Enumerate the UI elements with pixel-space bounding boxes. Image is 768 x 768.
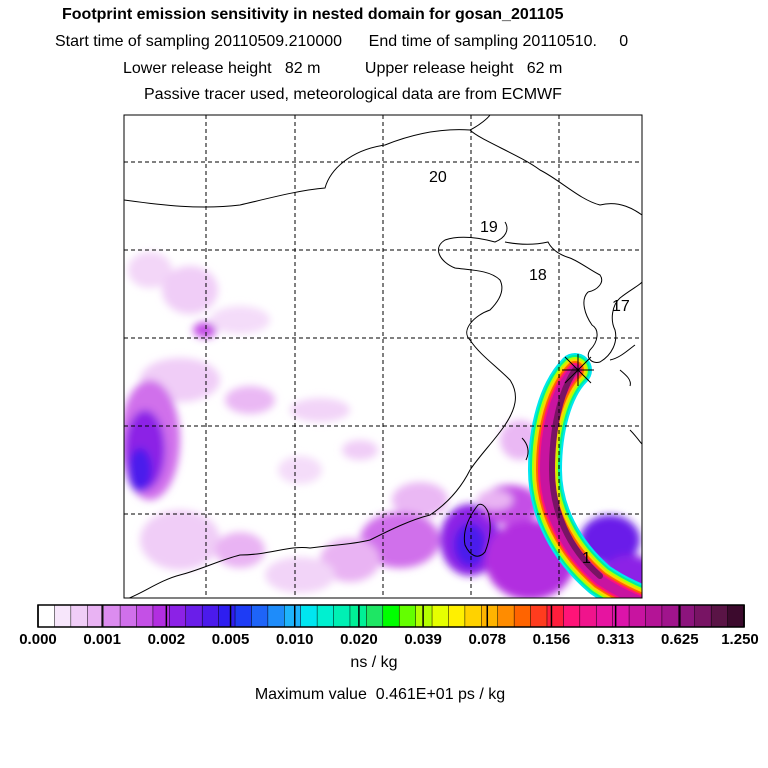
colorbar-swatch <box>694 604 712 628</box>
colorbar-swatch <box>267 604 286 628</box>
map-field <box>124 252 642 598</box>
colorbar-swatch <box>727 604 745 628</box>
colorbar-swatch <box>661 604 680 628</box>
map-frame <box>123 114 643 599</box>
x-cross-icon <box>562 354 594 386</box>
colorbar-swatch <box>316 604 335 628</box>
sampling-time-line: Start time of sampling 20110509.210000 E… <box>55 33 629 50</box>
colorbar-swatch <box>431 604 450 628</box>
colorbar-swatch <box>201 604 220 628</box>
colorbar-tick-label: 0.005 <box>212 631 250 648</box>
coastlines <box>124 115 642 598</box>
day-label: 1 <box>582 550 591 567</box>
colorbar-swatch <box>497 604 515 628</box>
colorbar-tick-label: 0.000 <box>19 631 57 648</box>
colorbar-tick-label: 0.002 <box>148 631 186 648</box>
colorbar-swatch <box>710 604 729 628</box>
colorbar-ticks: 0.000 0.001 0.002 0.005 0.010 0.020 0.039 0.078… <box>19 605 759 648</box>
colorbar-unit: ns / kg <box>350 654 398 671</box>
colorbar-swatch <box>628 604 647 628</box>
colorbar-swatch <box>37 604 56 628</box>
colorbar-swatch <box>70 604 89 628</box>
colorbar-swatch <box>103 604 121 628</box>
colorbar-swatch <box>185 604 203 628</box>
colorbar-swatch <box>645 604 663 628</box>
colorbar-swatch <box>366 604 384 628</box>
colorbar-tick-label: 0.001 <box>83 631 121 648</box>
colorbar-swatch <box>563 604 581 628</box>
day-label: 17 <box>612 298 630 315</box>
colorbar-swatch <box>54 604 72 628</box>
colorbar-tick-label: 0.313 <box>597 631 635 648</box>
colorbar-swatch <box>513 604 532 628</box>
colorbar-tick-label: 0.010 <box>276 631 314 648</box>
colorbar-tick-label: 0.039 <box>404 631 442 648</box>
day-label: 18 <box>529 267 547 284</box>
plot-title: Footprint emission sensitivity in nested… <box>62 6 564 23</box>
tracer-info-line: Passive tracer used, meteorological data… <box>144 86 562 103</box>
colorbar-swatch <box>398 604 417 628</box>
colorbar-swatch <box>234 604 253 628</box>
colorbar <box>37 604 745 628</box>
colorbar-swatch <box>136 604 154 628</box>
colorbar-swatch <box>333 604 351 628</box>
colorbar-swatch <box>382 604 400 628</box>
colorbar-swatch <box>448 604 466 628</box>
colorbar-swatch <box>284 604 302 628</box>
colorbar-tick-label: 0.078 <box>468 631 506 648</box>
colorbar-swatch <box>579 604 597 628</box>
colorbar-swatch <box>119 604 138 628</box>
colorbar-swatch <box>481 604 499 628</box>
colorbar-swatch <box>546 604 565 628</box>
day-label: 20 <box>429 169 447 186</box>
colorbar-tick-label: 0.020 <box>340 631 378 648</box>
colorbar-swatch <box>218 604 236 628</box>
maximum-value: Maximum value 0.461E+01 ps / kg <box>254 686 506 703</box>
day-label: 19 <box>480 219 498 236</box>
colorbar-swatch <box>464 604 483 628</box>
colorbar-tick-label: 0.625 <box>661 631 699 648</box>
colorbar-swatch <box>595 604 614 628</box>
colorbar-swatch <box>300 604 318 628</box>
colorbar-swatch <box>251 604 269 628</box>
colorbar-tick-label: 1.250 <box>721 631 759 648</box>
release-height-line: Lower release height 82 m Upper release … <box>123 60 563 77</box>
map-grid <box>124 115 642 598</box>
colorbar-tick-label: 0.156 <box>533 631 571 648</box>
colorbar-swatch <box>169 604 187 628</box>
colorbar-swatch <box>152 604 171 628</box>
day-labels: 20 19 18 17 1 <box>429 169 630 567</box>
colorbar-swatch <box>530 604 548 628</box>
colorbar-swatch <box>415 604 433 628</box>
colorbar-swatch <box>678 604 696 628</box>
